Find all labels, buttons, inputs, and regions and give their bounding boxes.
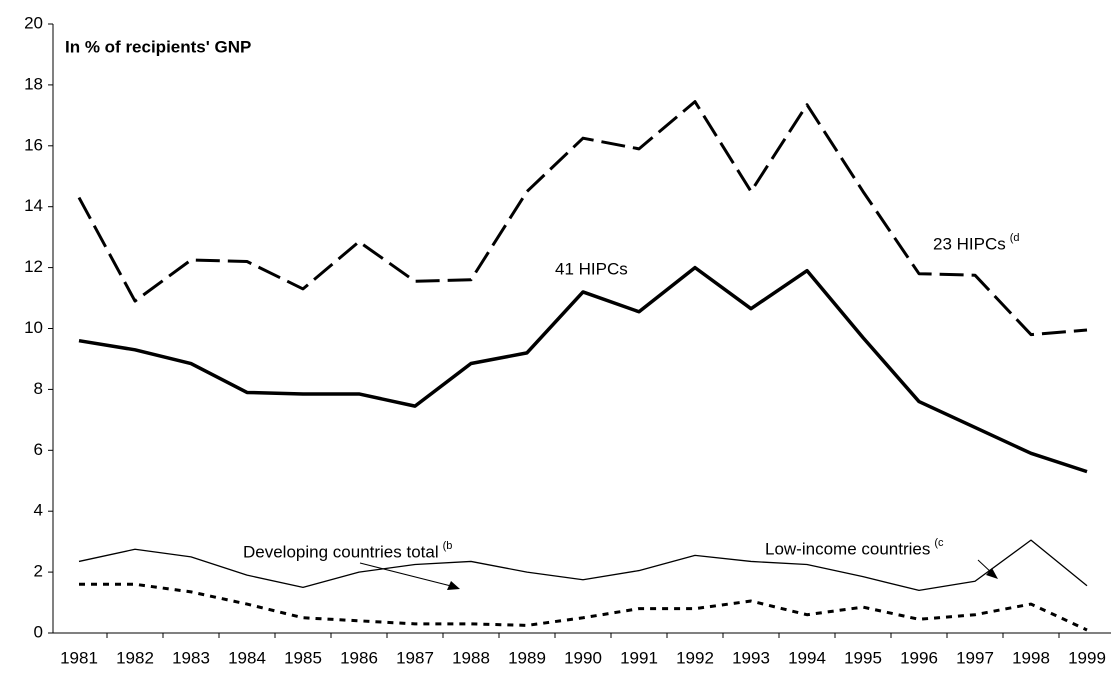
y-tick-label: 18 [24, 74, 43, 93]
y-tick-label: 20 [24, 13, 43, 32]
x-tick-label: 1985 [284, 648, 322, 667]
x-tick-label: 1991 [620, 648, 658, 667]
series-label: Low-income countries [765, 539, 930, 558]
x-tick-label: 1983 [172, 648, 210, 667]
x-tick-label: 1997 [956, 648, 994, 667]
x-tick-label: 1996 [900, 648, 938, 667]
y-tick-label: 0 [34, 622, 43, 641]
arrow-head [986, 568, 998, 579]
series-note: (d [1010, 232, 1020, 244]
x-tick-label: 1987 [396, 648, 434, 667]
y-tick-label: 10 [24, 318, 43, 337]
series-label: 23 HIPCs [933, 234, 1006, 253]
x-tick-label: 1984 [228, 648, 266, 667]
x-tick-label: 1986 [340, 648, 378, 667]
x-tick-label: 1995 [844, 648, 882, 667]
series-note: (b [443, 540, 453, 552]
x-tick-label: 1998 [1012, 648, 1050, 667]
x-tick-label: 1989 [508, 648, 546, 667]
series-line [77, 100, 1088, 337]
x-tick-label: 1993 [732, 648, 770, 667]
y-tick-label: 8 [34, 379, 43, 398]
y-tick-label: 2 [34, 562, 43, 581]
y-tick-label: 16 [24, 135, 43, 154]
y-tick-label: 14 [24, 196, 43, 215]
y-tick-label: 4 [34, 501, 43, 520]
series-label: 41 HIPCs [555, 259, 628, 278]
chart-title: In % of recipients' GNP [65, 37, 251, 56]
y-tick-label: 6 [34, 440, 43, 459]
x-tick-label: 1999 [1068, 648, 1106, 667]
x-tick-label: 1981 [60, 648, 98, 667]
arrow [359, 562, 456, 588]
x-tick-label: 1992 [676, 648, 714, 667]
series-line [78, 265, 1088, 474]
series-line [79, 582, 1088, 632]
y-tick-label: 12 [24, 257, 43, 276]
series-line [78, 539, 1088, 592]
x-tick-label: 1990 [564, 648, 602, 667]
x-tick-label: 1982 [116, 648, 154, 667]
x-tick-label: 1994 [788, 648, 826, 667]
series-label: Developing countries total [243, 542, 439, 561]
series-note: (c [934, 537, 944, 549]
x-tick-label: 1988 [452, 648, 490, 667]
arrow-head [447, 581, 460, 590]
